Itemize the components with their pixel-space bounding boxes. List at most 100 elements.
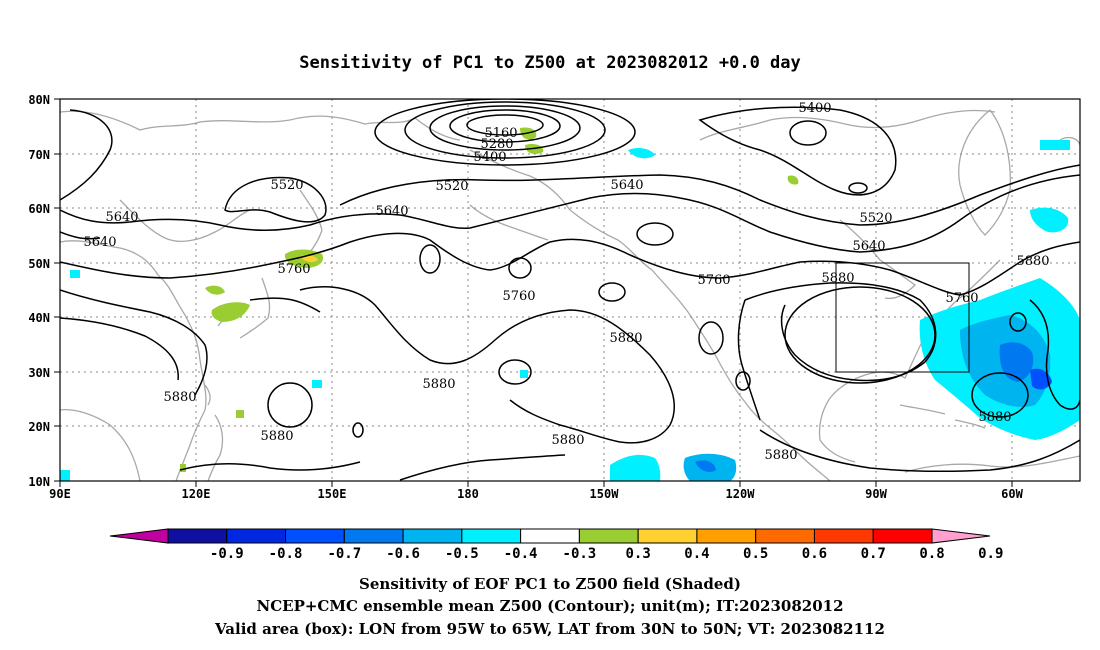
- lon-label: 180: [457, 487, 479, 501]
- alaska-coast: [469, 149, 653, 271]
- shade-tropical-pacific-a: [610, 454, 661, 481]
- map-panel: 5400 5160 5280 5400 5520 5520 5640 5640 …: [28, 93, 1081, 501]
- indochina-coast: [60, 409, 141, 481]
- shade-hawaii-speck: [520, 370, 528, 378]
- caption-line-1: Sensitivity of EOF PC1 to Z500 field (Sh…: [359, 575, 741, 593]
- colorbar-label: 0.8: [919, 546, 944, 562]
- greenland-coast: [958, 109, 1011, 236]
- colorbar-label: -0.7: [327, 546, 361, 562]
- lat-label: 50N: [28, 257, 50, 271]
- shade-arctic-cyan: [628, 147, 655, 159]
- lon-label: 150E: [318, 487, 347, 501]
- shade-canada-green: [787, 175, 799, 185]
- shade-asia-speck: [70, 270, 80, 278]
- lat-label: 30N: [28, 366, 50, 380]
- colorbar-label: 0.9: [978, 546, 1003, 562]
- shade-tropical-pacific-c: [695, 460, 716, 472]
- colorbar-cell: [872, 528, 933, 544]
- contour-label: 5880: [260, 429, 293, 444]
- colorbar-cell: [402, 528, 463, 544]
- shade-nw-atlantic: [1030, 207, 1069, 233]
- contour-label: 5880: [551, 433, 584, 448]
- okhotsk-coast: [119, 199, 251, 242]
- colorbar-cell: [696, 528, 757, 544]
- contour-label: 5760: [277, 262, 310, 277]
- taiwan-coast: [204, 384, 211, 406]
- lat-label: 60N: [28, 202, 50, 216]
- colorbar-label: 0.4: [684, 546, 709, 562]
- contour-label: 5880: [764, 448, 797, 463]
- shade-atlantic-blue: [999, 342, 1034, 382]
- colorbar-cell: [343, 528, 404, 544]
- colorbar-label: -0.9: [210, 546, 244, 562]
- contour-label: 5760: [945, 291, 978, 306]
- caption-line-3: Valid area (box): LON from 95W to 65W, L…: [214, 620, 885, 638]
- contour-label: 5880: [422, 377, 455, 392]
- south-america-coast: [904, 455, 1080, 473]
- contour-label: 5280: [480, 137, 513, 152]
- figure-title: Sensitivity of PC1 to Z500 at 2023082012…: [299, 53, 801, 73]
- lon-label: 90E: [49, 487, 71, 501]
- contour-label: 5520: [859, 211, 892, 226]
- contour-label: 5400: [798, 101, 831, 116]
- axis-ticks: [54, 98, 1013, 487]
- colorbar-label: 0.5: [743, 546, 768, 562]
- east-asia-coast: [60, 240, 207, 481]
- lon-label: 90W: [865, 487, 887, 501]
- colorbar-cell: [285, 528, 345, 544]
- colorbar-cells: [167, 528, 933, 544]
- colorbar-label: -0.3: [563, 546, 597, 562]
- colorbar-labels: -0.9 -0.8 -0.7 -0.6 -0.5 -0.4 -0.3 0.3 0.4 0.5 0.6…: [210, 546, 1004, 562]
- philippines-coast: [207, 414, 224, 481]
- shade-indochina-speck: [60, 470, 70, 481]
- colorbar-label: -0.4: [504, 546, 538, 562]
- contour-label: 5640: [375, 204, 408, 219]
- colorbar-label: 0.3: [626, 546, 651, 562]
- colorbar-cell: [755, 528, 815, 544]
- lon-label: 150W: [590, 487, 620, 501]
- contour-label: 5880: [609, 331, 642, 346]
- lon-label: 120W: [726, 487, 756, 501]
- contour-label: 5400: [473, 150, 506, 165]
- aleutian-arc: [469, 204, 549, 241]
- iceland-coast: [1059, 136, 1080, 146]
- colorbar-left-arrow: [109, 528, 169, 544]
- valid-area-box: [835, 262, 970, 373]
- colorbar-cell: [167, 528, 228, 544]
- shade-pacific-speck-a: [312, 380, 322, 388]
- coastlines: [60, 109, 1080, 481]
- lat-label: 10N: [28, 475, 50, 489]
- colorbar-label: 0.6: [802, 546, 827, 562]
- contour-labels: 5400 5160 5280 5400 5520 5520 5640 5640 …: [83, 101, 1049, 463]
- colorbar-label: -0.5: [445, 546, 479, 562]
- canadian-arctic: [699, 109, 996, 141]
- colorbar-cell: [520, 528, 580, 544]
- lat-label: 40N: [28, 311, 50, 325]
- colorbar-cell: [813, 528, 874, 544]
- shade-philippine-green: [236, 410, 244, 418]
- colorbar-cell: [461, 528, 522, 544]
- shaded-sensitivity: [60, 127, 1080, 481]
- contour-label: 5640: [83, 235, 116, 250]
- lat-label: 80N: [28, 93, 50, 107]
- lon-label: 60W: [1001, 487, 1023, 501]
- japan-coast: [239, 277, 271, 339]
- colorbar-label: -0.6: [386, 546, 420, 562]
- map-frame: [59, 98, 1081, 482]
- contour-label: 5760: [697, 273, 730, 288]
- colorbar-label: -0.8: [269, 546, 303, 562]
- colorbar-cell: [637, 528, 698, 544]
- na-west-coast: [651, 269, 831, 481]
- colorbar-label: 0.7: [861, 546, 886, 562]
- hispaniola-coast: [954, 419, 986, 429]
- shade-greenland-cyan: [1040, 140, 1070, 150]
- caption-line-2: NCEP+CMC ensemble mean Z500 (Contour); u…: [257, 597, 844, 615]
- contour-label: 5640: [610, 178, 643, 193]
- colorbar-cell: [578, 528, 639, 544]
- contour-label: 5880: [821, 271, 854, 286]
- lat-label: 20N: [28, 420, 50, 434]
- contour-label: 5880: [1016, 254, 1049, 269]
- contour-label: 5640: [105, 210, 138, 225]
- lon-label: 120E: [182, 487, 211, 501]
